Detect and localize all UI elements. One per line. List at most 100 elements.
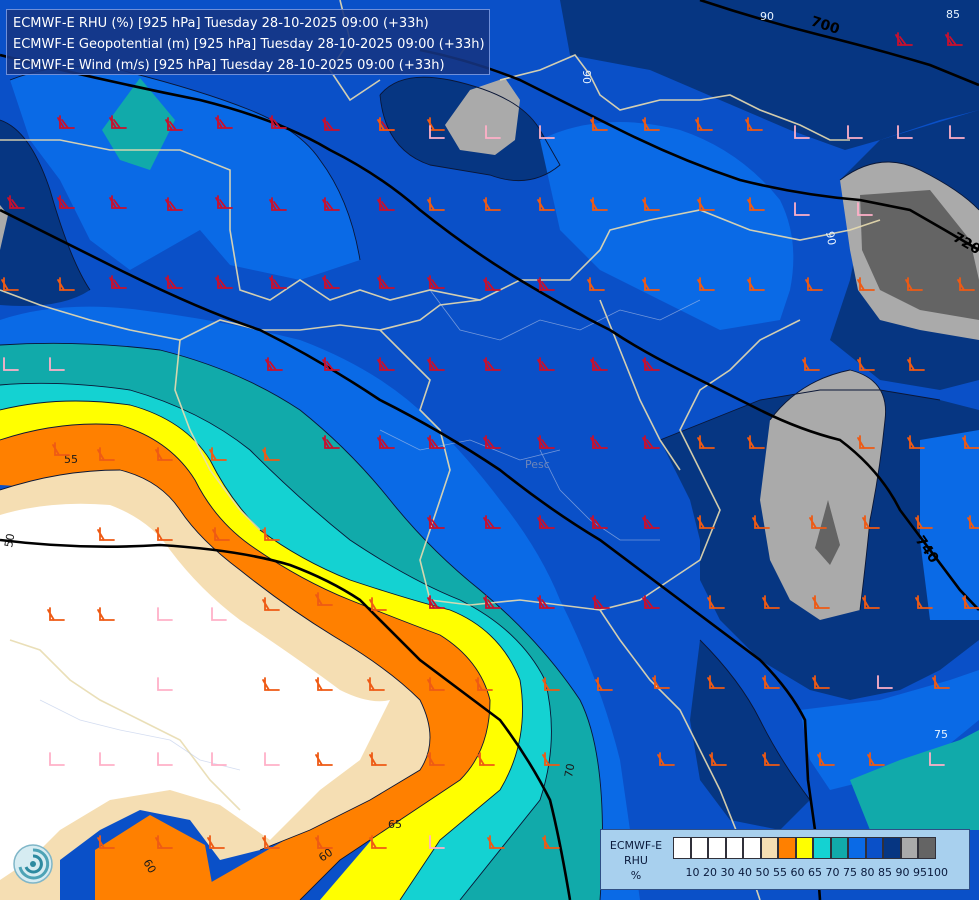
wind-barb-red <box>7 195 25 209</box>
rhu-legend: ECMWF-E RHU % 10 20 30 40 50 55 60 65 70 75 80 85 90… <box>600 829 970 890</box>
rhu-label-85: 85 <box>946 8 960 21</box>
wind-barb-orange <box>907 357 925 371</box>
rhu-zone-gray-southeast <box>760 370 886 620</box>
wind-barb-orange <box>762 752 780 766</box>
place-label: Pesc <box>525 458 550 471</box>
wind-barb-orange <box>747 277 765 291</box>
wind-barb-pink <box>49 357 65 371</box>
wind-barb-pink <box>157 677 173 691</box>
wind-barb-orange <box>590 197 608 211</box>
wind-barb-orange <box>707 595 725 609</box>
wind-barb-orange <box>812 595 830 609</box>
wind-barb-orange <box>642 117 660 131</box>
wind-barb-orange <box>752 515 770 529</box>
wind-barb-orange <box>642 197 660 211</box>
rhu-zone-moist-east <box>920 430 979 620</box>
wind-barb-orange <box>367 677 385 691</box>
wind-barb-orange <box>697 197 715 211</box>
wind-barb-orange <box>315 592 333 606</box>
wind-barb-orange <box>805 277 823 291</box>
wind-barb-pink <box>429 835 445 849</box>
rhu-label-90c: 90 <box>580 70 593 84</box>
wind-barb-orange <box>97 527 115 541</box>
legend-swatch <box>918 837 936 859</box>
wind-barb-red <box>537 277 555 291</box>
wind-barb-orange <box>652 675 670 689</box>
wind-barb-orange <box>369 752 387 766</box>
legend-tick: 40 <box>738 866 752 879</box>
wind-barb-orange <box>642 277 660 291</box>
wind-barb-red <box>57 115 75 129</box>
rhu-zone-very-humid-north <box>0 0 979 150</box>
wind-barb-red <box>427 515 445 529</box>
legend-swatch <box>778 837 796 859</box>
wind-barb-pink <box>877 675 893 689</box>
wind-barb-red <box>483 595 501 609</box>
wind-barb-red <box>215 195 233 209</box>
wind-barb-orange <box>817 752 835 766</box>
wind-barb-red <box>269 275 287 289</box>
wind-barb-orange <box>262 527 280 541</box>
wind-barb-orange <box>427 677 445 691</box>
wind-barb-orange <box>542 835 560 849</box>
legend-swatch <box>883 837 901 859</box>
wind-barb-orange <box>542 752 560 766</box>
wind-barb-red <box>590 515 608 529</box>
wind-barb-orange <box>697 277 715 291</box>
legend-tick: 30 <box>720 866 735 879</box>
wind-barb-orange <box>262 835 280 849</box>
legend-tick: 50 <box>755 866 770 879</box>
wind-barb-orange <box>707 675 725 689</box>
wind-barb-red <box>590 357 608 371</box>
legend-color-scale <box>673 837 936 859</box>
rhu-zone-orange <box>0 424 490 900</box>
wind-barb-pink <box>847 125 863 139</box>
wind-barb-orange <box>477 752 495 766</box>
wind-barb-orange <box>932 675 950 689</box>
wind-barb-red <box>895 32 913 46</box>
wind-barb-red <box>483 277 501 291</box>
title-geopotential: ECMWF-E Geopotential (m) [925 hPa] Tuesd… <box>13 37 485 52</box>
wind-barb-red <box>483 357 501 371</box>
rhu-zone-gray-north <box>445 78 520 155</box>
legend-tick: 55 <box>773 866 787 879</box>
legend-swatch <box>760 837 778 859</box>
wind-barb-orange <box>97 835 115 849</box>
legend-swatch <box>830 837 848 859</box>
legend-swatch <box>795 837 813 859</box>
wind-barb-orange <box>483 197 501 211</box>
legend-variable: RHU <box>624 854 648 867</box>
title-wind: ECMWF-E Wind (m/s) [925 hPa] Tuesday 28-… <box>13 58 445 73</box>
wind-barb-orange <box>857 277 875 291</box>
wind-barb-red <box>215 115 233 129</box>
legend-tick: 80 <box>860 866 875 879</box>
wind-barb-orange <box>907 435 925 449</box>
rhu-zone-dry <box>0 503 390 880</box>
wind-barb-orange <box>427 197 445 211</box>
legend-swatch <box>848 837 866 859</box>
legend-swatch <box>725 837 743 859</box>
wind-barb-pink <box>429 125 445 139</box>
wind-barb-red <box>537 515 555 529</box>
wind-barb-orange <box>905 277 923 291</box>
wind-barb-orange <box>97 607 115 621</box>
legend-tick: 85 <box>878 866 892 879</box>
legend-tick: 60 <box>790 866 805 879</box>
wind-barb-pink <box>49 752 65 766</box>
legend-swatch <box>708 837 726 859</box>
rhu-label-90: 90 <box>760 10 774 23</box>
wind-barb-orange <box>709 752 727 766</box>
wind-barb-orange <box>862 595 880 609</box>
wind-barb-red <box>165 197 183 211</box>
wind-barb-orange <box>57 277 75 291</box>
wind-barb-orange <box>747 197 765 211</box>
wind-barb-red <box>377 197 395 211</box>
wind-barb-orange <box>1 277 19 291</box>
wind-barb-red <box>642 595 660 609</box>
wind-barb-pink <box>264 752 280 766</box>
legend-tick: 95 <box>913 866 927 879</box>
wind-barbs <box>1 32 979 849</box>
legend-tick: 65 <box>808 866 822 879</box>
